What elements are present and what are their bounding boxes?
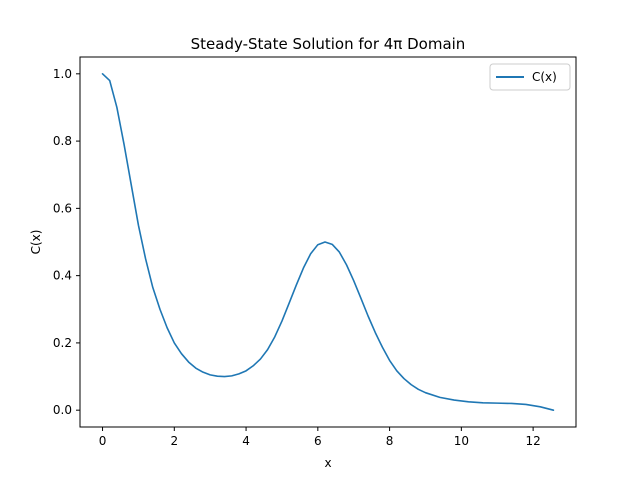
x-tick-label: 0 (99, 434, 107, 448)
x-tick-label: 6 (314, 434, 322, 448)
x-tick-label: 4 (242, 434, 250, 448)
x-tick-label: 10 (454, 434, 469, 448)
x-tick-label: 12 (525, 434, 540, 448)
y-axis-label: C(x) (29, 230, 43, 255)
x-axis-label: x (324, 456, 331, 470)
legend-box (489, 63, 571, 91)
y-tick-label: 0.2 (53, 336, 72, 350)
y-axis-ticks: 0.0 0.2 0.4 0.6 0.8 1.0 (53, 67, 80, 417)
series-line-0 (101, 73, 555, 411)
legend-label: C(x) (532, 70, 557, 84)
x-axis-ticks: 0 2 4 6 8 10 12 (99, 427, 541, 448)
y-tick-label: 0.6 (53, 201, 72, 215)
y-tick-label: 1.0 (53, 67, 72, 81)
x-tick-label: 2 (170, 434, 178, 448)
x-tick-label: 8 (386, 434, 394, 448)
y-tick-label: 0.4 (53, 269, 72, 283)
chart-title: Steady-State Solution for 4π Domain (191, 35, 466, 53)
series-group (101, 73, 555, 411)
plot-background (80, 57, 576, 427)
y-tick-label: 0.0 (53, 403, 72, 417)
legend: C(x) (489, 63, 571, 91)
plot-area (80, 57, 576, 427)
plot-frame (79, 56, 577, 428)
y-tick-label: 0.8 (53, 134, 72, 148)
